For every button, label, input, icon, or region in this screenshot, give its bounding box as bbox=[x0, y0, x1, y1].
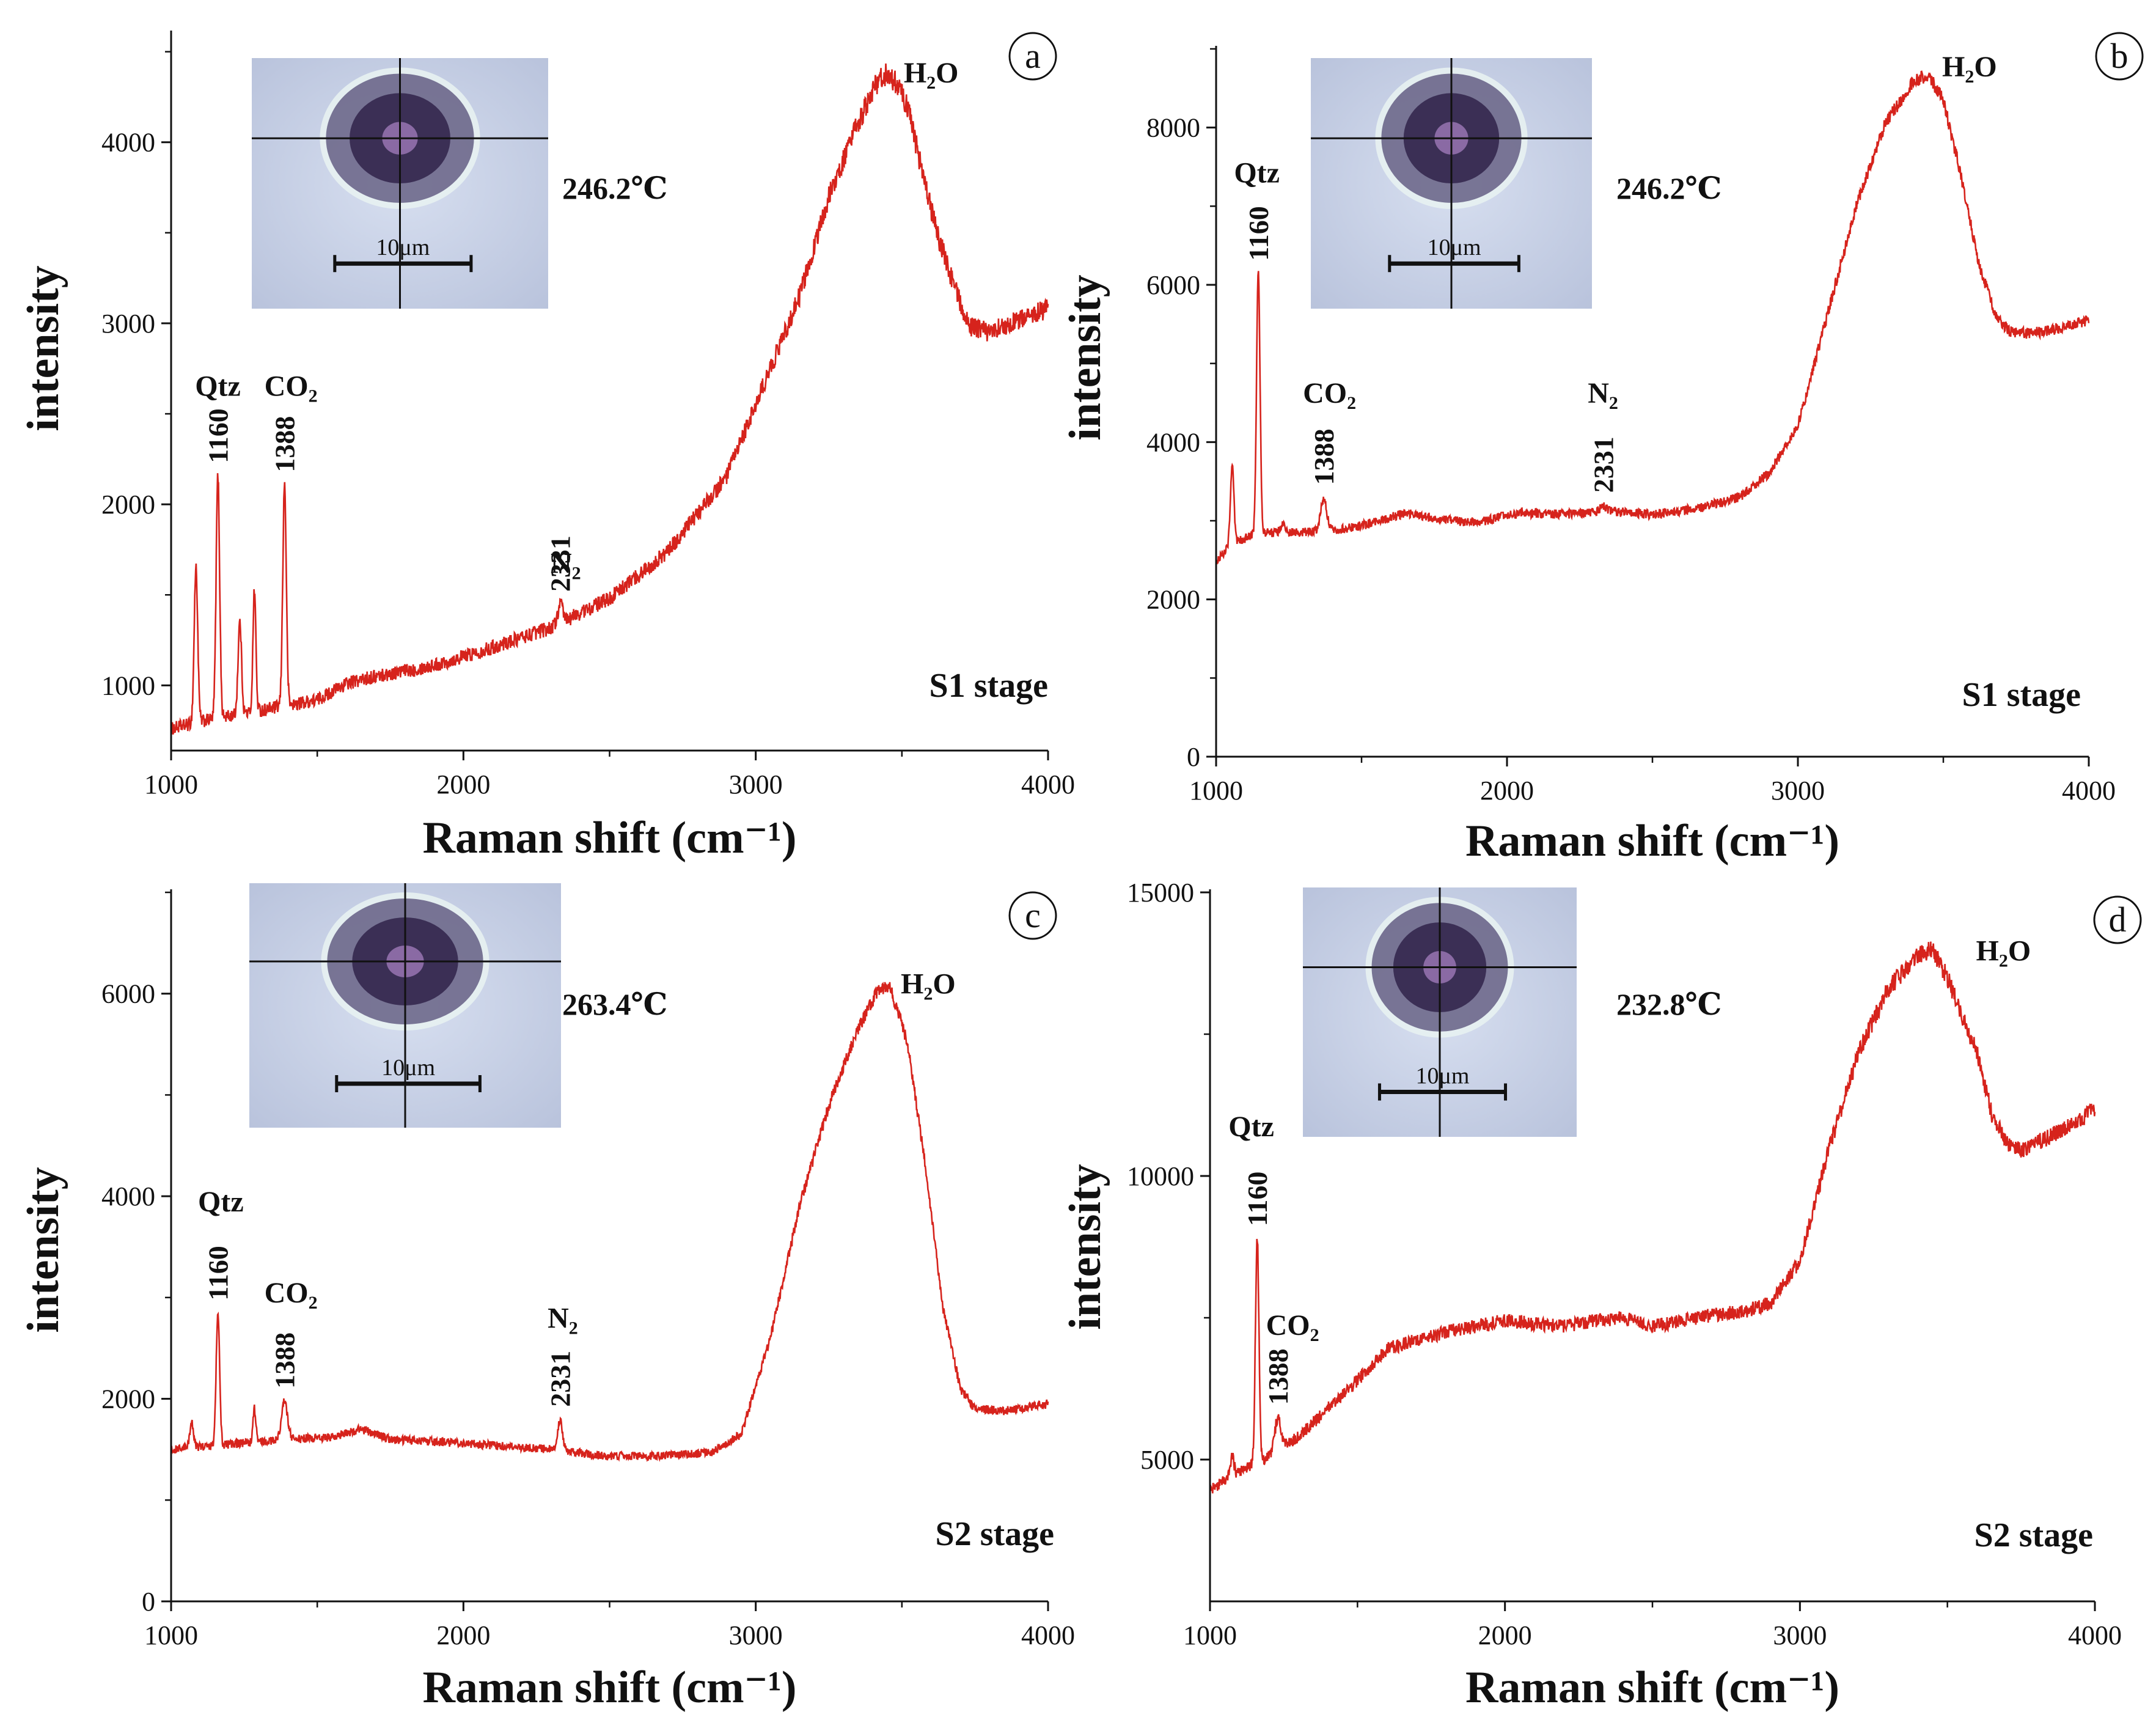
inclusion-micrograph: 10μm bbox=[249, 883, 561, 1128]
x-tick-label: 3000 bbox=[729, 1620, 783, 1650]
temperature-label: 246.2℃ bbox=[562, 171, 667, 205]
y-tick-label: 3000 bbox=[101, 309, 155, 339]
species-label: Qtz bbox=[1228, 1111, 1274, 1143]
panel-letter: d bbox=[2109, 900, 2127, 939]
y-tick-label: 4000 bbox=[101, 128, 155, 158]
panel-a: 1000 2000 3000 4000 1000 2000 3000 4000 Raman sh… bbox=[18, 31, 1075, 863]
spectrum-line bbox=[170, 982, 1049, 1462]
peak-label: 2331 bbox=[1588, 436, 1619, 493]
x-tick-label: 4000 bbox=[2062, 776, 2116, 806]
y-axis-title: intensity bbox=[18, 265, 68, 431]
x-tick-label: 1000 bbox=[144, 770, 198, 799]
y-tick-label: 5000 bbox=[1140, 1445, 1194, 1475]
y-axis-title: intensity bbox=[1060, 1164, 1110, 1329]
x-tick-label: 1000 bbox=[144, 1620, 198, 1650]
y-tick-label: 4000 bbox=[1146, 427, 1200, 457]
spectrum-line bbox=[1215, 70, 2090, 565]
x-tick-label: 2000 bbox=[436, 1620, 490, 1650]
peak-label: 1388 bbox=[270, 1332, 301, 1389]
scale-bar-label: 10μm bbox=[1428, 235, 1481, 260]
panel-letter-circle bbox=[2093, 895, 2142, 944]
x-tick-label: 3000 bbox=[1773, 1620, 1827, 1650]
x-tick-label: 3000 bbox=[1771, 776, 1825, 806]
panel-letter: a bbox=[1025, 36, 1041, 76]
y-tick-label: 0 bbox=[142, 1587, 155, 1617]
y-tick-label: 2000 bbox=[101, 1384, 155, 1414]
x-axis-title: Raman shift (cm⁻¹) bbox=[1465, 1662, 1839, 1713]
peak-label: 1388 bbox=[1308, 428, 1340, 485]
panel-letter-circle bbox=[1008, 891, 1057, 940]
species-label: N2 bbox=[551, 548, 581, 584]
y-tick-label: 6000 bbox=[101, 979, 155, 1009]
x-tick-label: 4000 bbox=[1021, 770, 1075, 799]
species-label: CO2 bbox=[265, 1277, 318, 1313]
y-tick-label: 2000 bbox=[1146, 585, 1200, 615]
panel-c: 1000 2000 3000 4000 0 2000 4000 6000 Raman shift… bbox=[18, 883, 1075, 1713]
inclusion-micrograph: 10μm bbox=[252, 58, 548, 309]
y-tick-label: 4000 bbox=[101, 1181, 155, 1211]
species-label: H2O bbox=[1976, 935, 2031, 971]
x-tick-label: 1000 bbox=[1189, 776, 1243, 806]
species-label: N2 bbox=[1588, 377, 1618, 413]
x-tick-label: 4000 bbox=[1021, 1620, 1075, 1650]
peak-label: 2331 bbox=[545, 535, 576, 592]
species-label: N2 bbox=[548, 1302, 578, 1339]
y-tick-label: 15000 bbox=[1127, 878, 1194, 908]
y-axis-title: intensity bbox=[18, 1167, 68, 1332]
species-label: CO2 bbox=[265, 370, 318, 406]
peak-label: 1388 bbox=[1263, 1348, 1294, 1405]
peak-label: 2331 bbox=[545, 1351, 576, 1407]
y-tick-label: 6000 bbox=[1146, 270, 1200, 300]
panel-letter: b bbox=[2111, 36, 2128, 76]
x-axis-title: Raman shift (cm⁻¹) bbox=[422, 1662, 796, 1713]
scale-bar-label: 10μm bbox=[1416, 1064, 1470, 1089]
stage-label: S2 stage bbox=[1975, 1516, 2093, 1554]
peak-label: 1160 bbox=[203, 1246, 234, 1300]
temperature-label: 263.4℃ bbox=[562, 987, 667, 1021]
spectrum-line bbox=[170, 63, 1049, 735]
panel-d: 1000 2000 3000 4000 5000 10000 15000 Raman shif… bbox=[1060, 878, 2142, 1713]
x-axis-title: Raman shift (cm⁻¹) bbox=[1465, 816, 1839, 866]
scale-bar-label: 10μm bbox=[376, 235, 430, 260]
panel-letter: c bbox=[1025, 895, 1041, 935]
temperature-label: 246.2℃ bbox=[1616, 171, 1722, 205]
inclusion-micrograph: 10μm bbox=[1311, 58, 1592, 309]
species-label: H2O bbox=[904, 57, 959, 93]
y-tick-label: 1000 bbox=[101, 670, 155, 700]
spectrum-line bbox=[1209, 941, 2096, 1494]
stage-label: S1 stage bbox=[1962, 676, 2081, 714]
panel-b: 1000 2000 3000 4000 0 2000 4000 6000 8000 Raman s… bbox=[1060, 32, 2144, 866]
species-label: CO2 bbox=[1303, 377, 1356, 413]
panel-letter-circle bbox=[1008, 32, 1057, 81]
peak-label: 1160 bbox=[1243, 206, 1274, 260]
temperature-label: 232.8℃ bbox=[1616, 987, 1722, 1021]
y-tick-label: 8000 bbox=[1146, 113, 1200, 143]
y-tick-label: 2000 bbox=[101, 490, 155, 520]
x-tick-label: 2000 bbox=[1478, 1620, 1532, 1650]
y-axis-title: intensity bbox=[1060, 274, 1110, 440]
x-axis-title: Raman shift (cm⁻¹) bbox=[422, 813, 796, 863]
x-tick-label: 1000 bbox=[1183, 1620, 1237, 1650]
peak-label: 1160 bbox=[1242, 1172, 1273, 1226]
y-tick-label: 10000 bbox=[1127, 1161, 1194, 1191]
scale-bar-label: 10μm bbox=[381, 1055, 435, 1081]
species-label: Qtz bbox=[195, 370, 241, 402]
peak-label: 1160 bbox=[203, 408, 234, 463]
species-label: H2O bbox=[1942, 51, 1997, 87]
species-label: Qtz bbox=[198, 1186, 244, 1218]
x-tick-label: 2000 bbox=[1480, 776, 1534, 806]
stage-label: S1 stage bbox=[930, 667, 1048, 705]
panel-letter-circle bbox=[2095, 32, 2144, 81]
stage-label: S2 stage bbox=[936, 1515, 1054, 1553]
y-tick-label: 0 bbox=[1187, 742, 1200, 772]
x-tick-label: 4000 bbox=[2068, 1620, 2122, 1650]
species-label: H2O bbox=[901, 968, 956, 1004]
species-label: CO2 bbox=[1266, 1309, 1319, 1345]
species-label: Qtz bbox=[1234, 157, 1280, 189]
x-tick-label: 3000 bbox=[729, 770, 783, 799]
inclusion-micrograph: 10μm bbox=[1303, 887, 1577, 1137]
peak-label: 1388 bbox=[270, 416, 301, 472]
x-tick-label: 2000 bbox=[436, 770, 490, 799]
